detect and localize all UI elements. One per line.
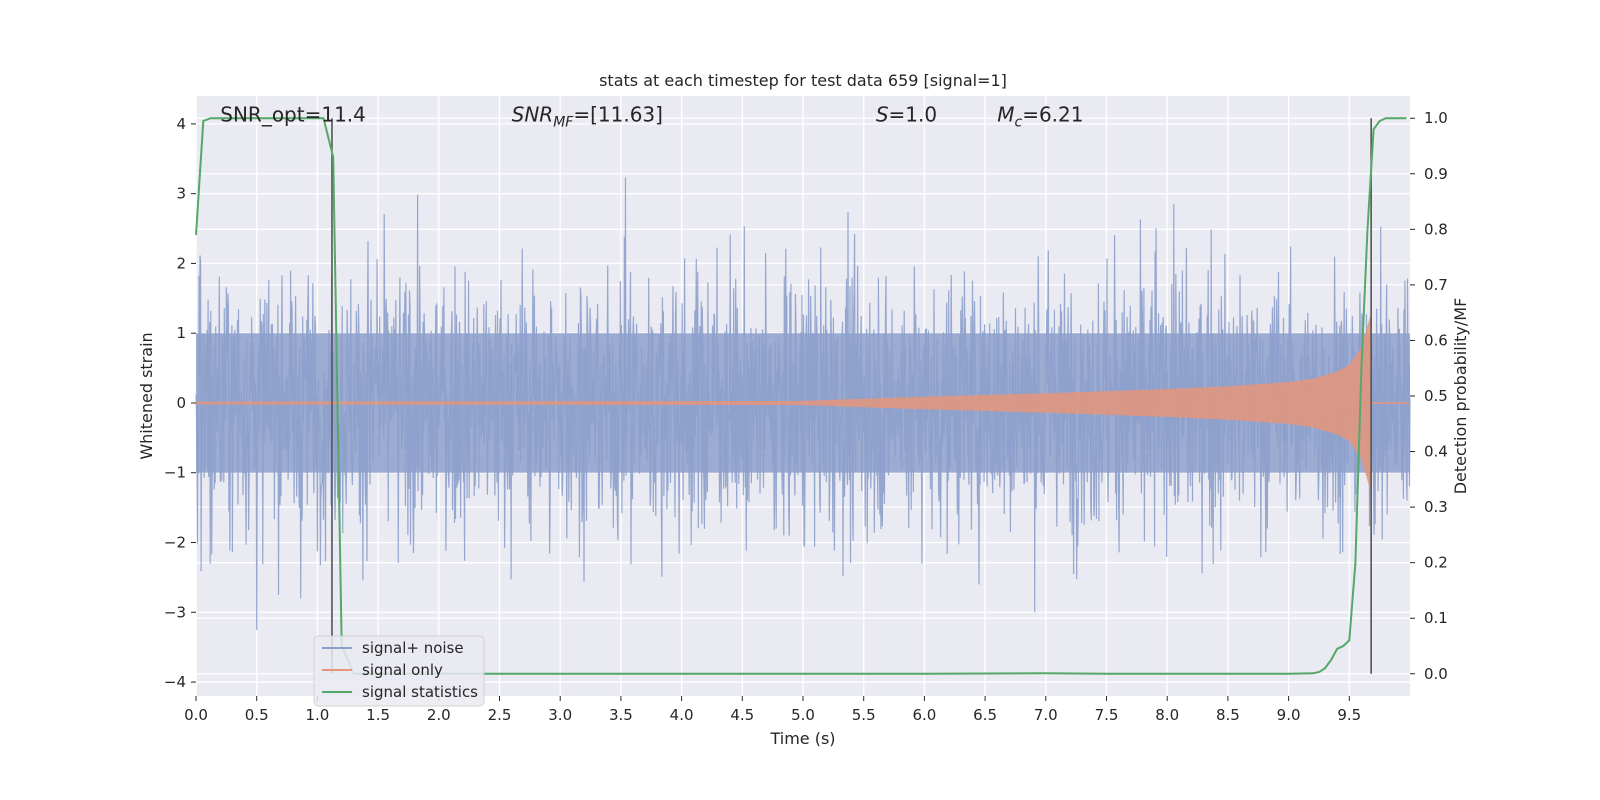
signal-envelope — [196, 312, 1372, 494]
y-right-tick-label: 0.8 — [1424, 220, 1448, 238]
y-right-tick-label: 0.7 — [1424, 276, 1448, 294]
annotation-value: =1.0 — [889, 102, 938, 126]
x-tick-label: 5.0 — [791, 706, 815, 724]
vertical-markers — [331, 118, 1372, 674]
legend: signal+ noise signal only signal statistic… — [313, 635, 485, 707]
x-tick-label: 2.0 — [427, 706, 451, 724]
y-tick-label: −3 — [164, 603, 186, 621]
y-right-tick-label: 0.2 — [1424, 554, 1448, 572]
series-line-signal-noise — [195, 177, 1411, 631]
annotation-text: SNR_opt=11.4 — [220, 102, 366, 126]
annotation-value: =[11.63] — [573, 102, 663, 126]
x-tick-label: 9.5 — [1337, 706, 1361, 724]
y-axis-right-label: Detection probability/MF — [1451, 298, 1470, 495]
x-axis-label: Time (s) — [769, 729, 835, 748]
y-tick-label: −2 — [164, 534, 186, 552]
x-tick-label: 7.5 — [1095, 706, 1119, 724]
x-tick-label: 5.5 — [852, 706, 876, 724]
y-right-tick-label: 0.5 — [1424, 387, 1448, 405]
annotation-subscript: MF — [553, 114, 574, 130]
x-tick-label: 0.5 — [245, 706, 269, 724]
y-tick-label: 4 — [176, 115, 186, 133]
y-right-tick-label: 0.6 — [1424, 331, 1448, 349]
chart-title: stats at each timestep for test data 659… — [599, 71, 1007, 90]
x-tick-label: 7.0 — [1034, 706, 1058, 724]
legend-label: signal only — [362, 661, 443, 679]
x-tick-label: 4.0 — [670, 706, 694, 724]
annotation-text: S=1.0 — [876, 102, 937, 126]
annotations: SNR_opt=11.4 SNRMF=[11.63] S=1.0 Mc=6.21 — [220, 102, 1083, 130]
annotation-symbol: SNR — [512, 102, 554, 126]
y-right-tick-label: 0.3 — [1424, 498, 1448, 516]
x-tick-label: 3.5 — [609, 706, 633, 724]
y-right-tick-label: 0.1 — [1424, 609, 1448, 627]
x-tick-label: 3.0 — [548, 706, 572, 724]
series-line-signal-statistics — [195, 117, 1407, 675]
legend-label: signal statistics — [362, 683, 478, 701]
y-axis-label: Whitened strain — [137, 332, 156, 459]
y-tick-label: −4 — [164, 673, 186, 691]
y-tick-label: 3 — [176, 185, 186, 203]
y-tick-label: −1 — [164, 464, 186, 482]
x-tick-label: 8.0 — [1155, 706, 1179, 724]
x-axis: 0.0 0.5 1.0 1.5 2.0 2.5 3.0 3.5 4.0 4.5 5.0 5.5 6.0 6… — [184, 696, 1361, 724]
y-axis-left: 4 3 2 1 0 −1 −2 −3 −4 — [164, 115, 196, 691]
annotation-text: Mc=6.21 — [997, 102, 1083, 130]
x-tick-label: 1.5 — [366, 706, 390, 724]
annotation-text: SNRMF=[11.63] — [512, 102, 663, 130]
y-right-tick-label: 0.0 — [1424, 665, 1448, 683]
x-tick-label: 6.5 — [973, 706, 997, 724]
y-tick-label: 1 — [176, 324, 186, 342]
legend-label: signal+ noise — [362, 639, 464, 657]
annotation-symbol: M — [997, 102, 1014, 126]
x-tick-label: 0.0 — [184, 706, 208, 724]
y-right-tick-label: 0.9 — [1424, 165, 1448, 183]
y-axis-right: 1.0 0.9 0.8 0.7 0.6 0.5 0.4 0.3 0.2 0.1 0.0 — [1410, 109, 1448, 683]
series-signal-statistics — [195, 117, 1407, 675]
annotation-symbol: S — [876, 102, 889, 126]
series-signal-only — [196, 312, 1410, 494]
x-tick-label: 4.5 — [730, 706, 754, 724]
annotation-subscript: c — [1015, 114, 1023, 130]
x-tick-label: 8.5 — [1216, 706, 1240, 724]
annotation-value: =6.21 — [1022, 102, 1083, 126]
legend-box — [313, 635, 485, 707]
x-tick-label: 9.0 — [1277, 706, 1301, 724]
x-tick-label: 2.5 — [488, 706, 512, 724]
y-tick-label: 2 — [176, 254, 186, 272]
y-right-tick-label: 0.4 — [1424, 443, 1448, 461]
y-right-tick-label: 1.0 — [1424, 109, 1448, 127]
y-tick-label: 0 — [176, 394, 186, 412]
x-tick-label: 1.0 — [305, 706, 329, 724]
x-tick-label: 6.0 — [912, 706, 936, 724]
